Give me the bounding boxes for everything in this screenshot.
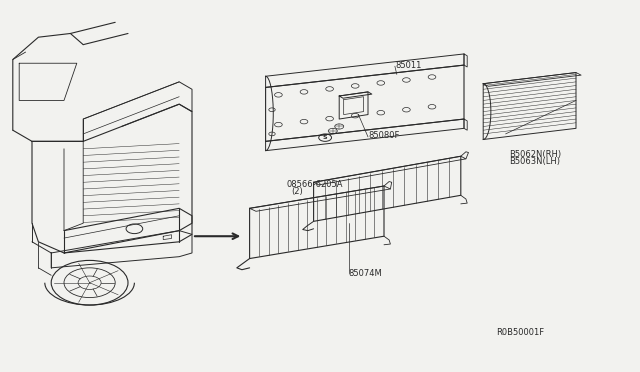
Text: R0B50001F: R0B50001F <box>496 328 544 337</box>
Text: 85080F: 85080F <box>368 131 399 140</box>
Text: S: S <box>323 135 328 140</box>
Text: 85011: 85011 <box>395 61 421 70</box>
Text: 08566-6205A: 08566-6205A <box>287 180 343 189</box>
Text: (2): (2) <box>291 187 303 196</box>
Text: B5062N(RH): B5062N(RH) <box>509 150 561 159</box>
Text: 85074M: 85074M <box>349 269 383 278</box>
Text: B5063N(LH): B5063N(LH) <box>509 157 560 166</box>
